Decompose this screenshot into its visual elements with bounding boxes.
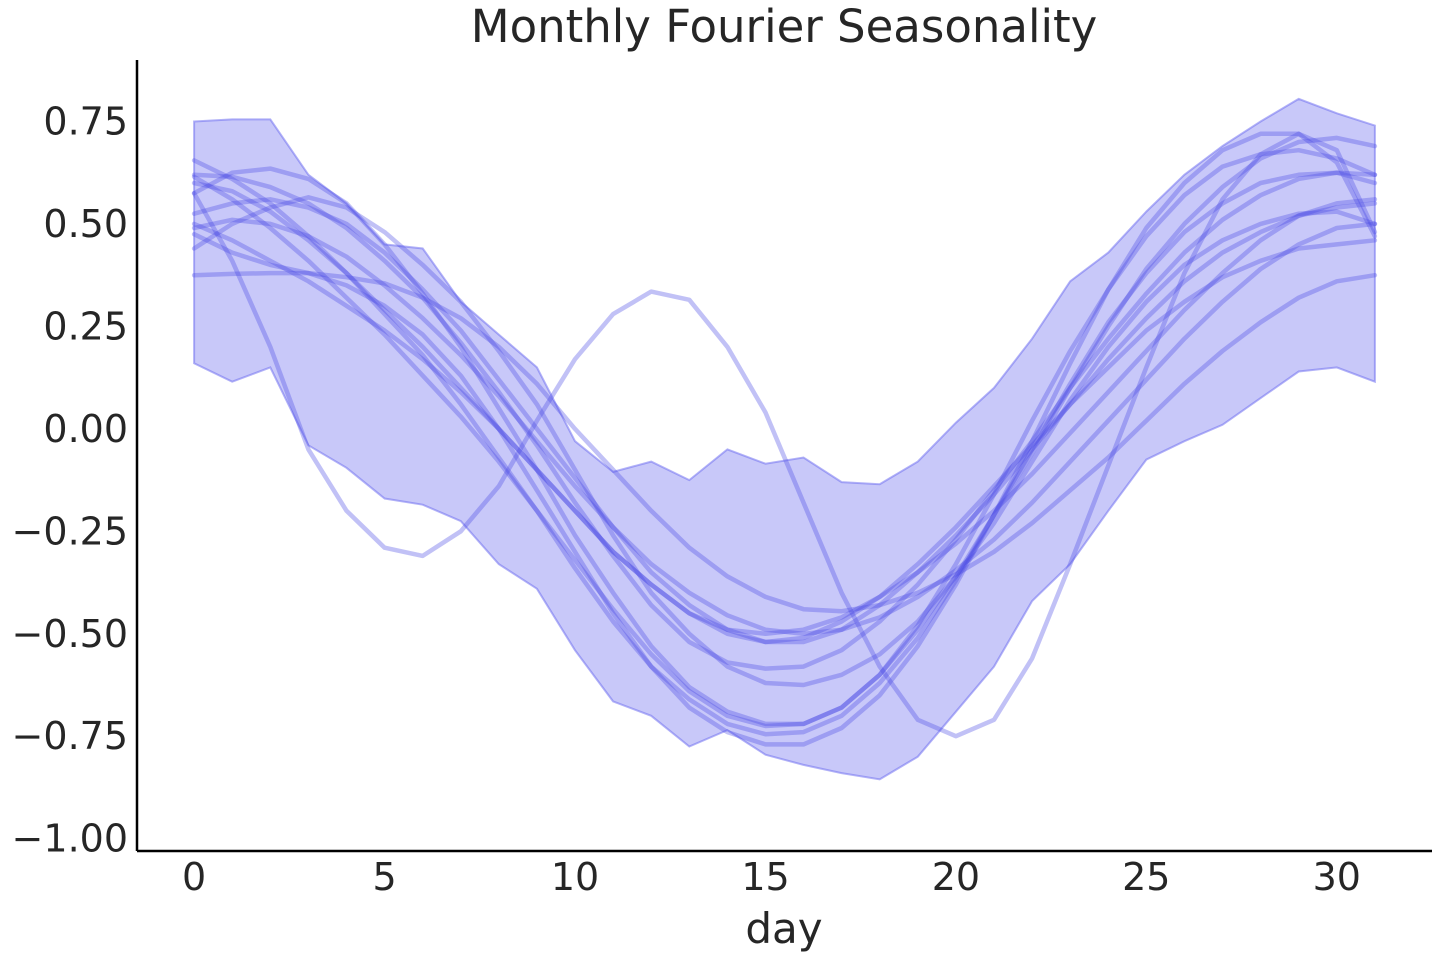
- series-line-11: [191, 135, 1378, 729]
- series-line-3: [191, 217, 1378, 637]
- x-tick-label: 20: [932, 855, 980, 899]
- x-tick-label: 15: [741, 855, 789, 899]
- x-tick-label: 10: [551, 855, 599, 899]
- x-tick-label: 0: [182, 855, 206, 899]
- y-tick-label: 0.50: [43, 202, 128, 246]
- x-tick-labels: 0 5 10 15 20 25 30: [182, 855, 1361, 899]
- series-line-12: [191, 131, 1378, 747]
- chart-title: Monthly Fourier Seasonality: [471, 0, 1097, 53]
- x-tick-label: 30: [1313, 855, 1361, 899]
- x-tick-label: 5: [373, 855, 397, 899]
- y-tick-label: 0.25: [43, 304, 128, 348]
- y-tick-label: 0.00: [43, 407, 128, 451]
- series-line-4: [191, 197, 1378, 637]
- y-tick-label: −1.00: [12, 817, 128, 861]
- y-tick-labels: −1.00 −0.75 −0.50 −0.25 0.00 0.25 0.50 0.75: [12, 100, 128, 861]
- series-line-2: [191, 195, 1378, 688]
- y-tick-label: −0.75: [12, 714, 128, 758]
- series-line-9: [191, 197, 1378, 645]
- x-tick-label: 25: [1122, 855, 1170, 899]
- series-line-6: [191, 170, 1378, 671]
- y-tick-label: 0.75: [43, 100, 128, 144]
- series-line-7: [191, 147, 1378, 727]
- series-line-5: [191, 158, 1378, 737]
- series-line-8: [191, 180, 1378, 645]
- series-line-1: [191, 270, 1378, 614]
- plot-area: [191, 97, 1378, 781]
- y-tick-label: −0.50: [12, 612, 128, 656]
- series-line-10: [191, 131, 1378, 739]
- axes: [135, 60, 1432, 853]
- x-axis-label: day: [745, 904, 822, 953]
- y-tick-label: −0.25: [12, 509, 128, 553]
- uncertainty-band: [193, 97, 1376, 781]
